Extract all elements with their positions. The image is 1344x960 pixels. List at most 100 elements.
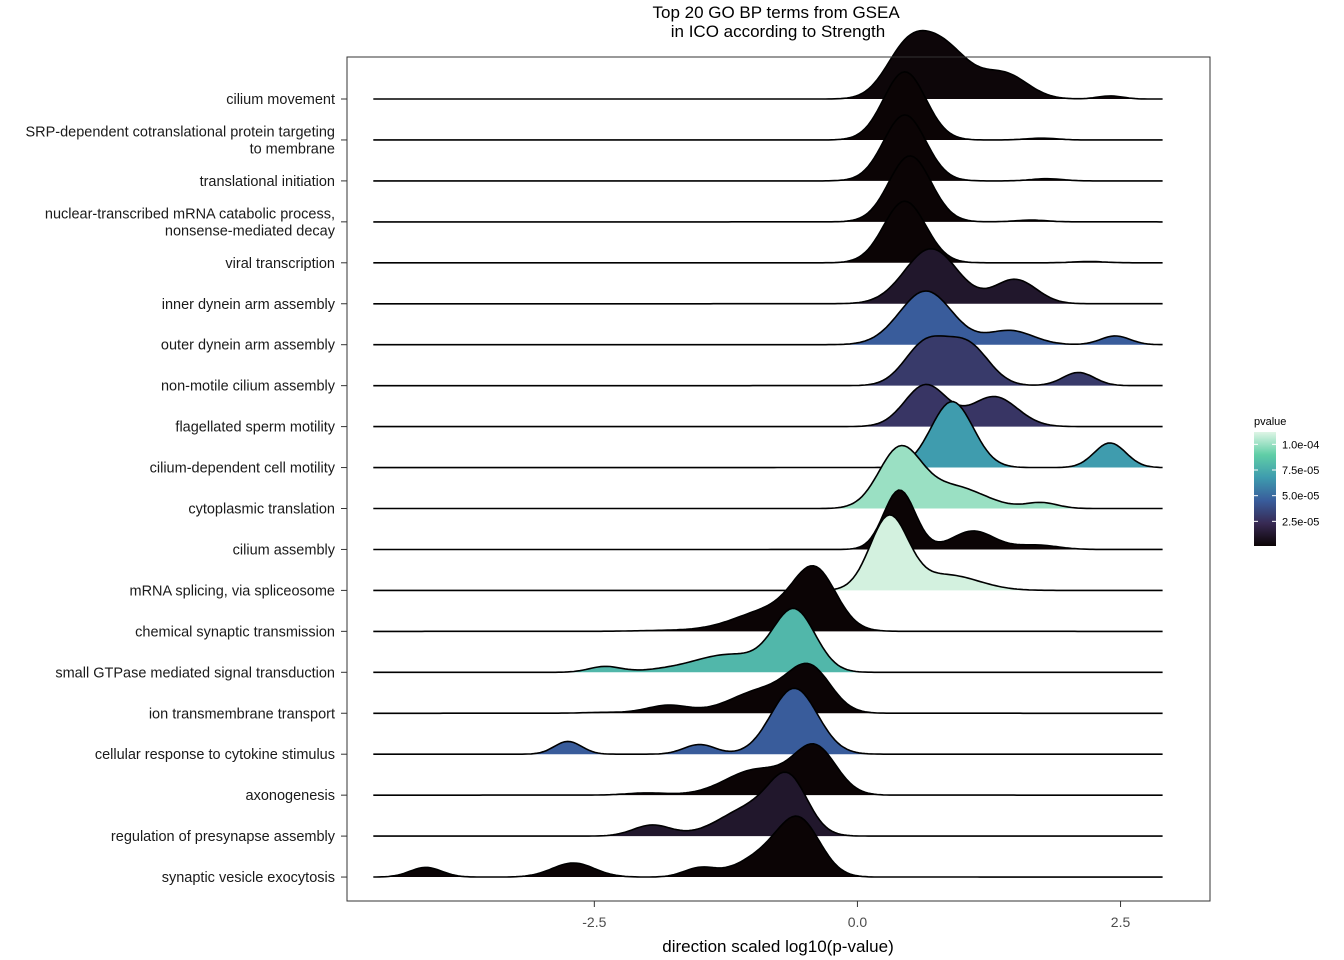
chart-title: Top 20 GO BP terms from GSEA in ICO acco… [652, 3, 903, 41]
ridge-line [373, 489, 1163, 551]
ridge-fill [373, 71, 1163, 140]
y-tick-label-line: regulation of presynapse assembly [111, 829, 336, 845]
y-tick-label: cytoplasmic translation [188, 502, 335, 518]
ridge-10 [373, 444, 1163, 510]
y-tick-label-line: viral transcription [225, 256, 335, 272]
legend-tick-label: 1.0e-04 [1282, 439, 1319, 451]
ridge-fill [373, 335, 1163, 386]
ridge-8 [373, 383, 1163, 428]
ridge-6 [373, 290, 1163, 346]
legend-title: pvalue [1254, 416, 1286, 428]
y-tick-label-line: cilium movement [226, 92, 335, 108]
y-tick-label: SRP-dependent cotranslational protein ta… [25, 124, 335, 157]
y-tick-label: outer dynein arm assembly [161, 338, 336, 354]
y-tick-label-line: axonogenesis [246, 788, 336, 804]
ridge-line [373, 29, 1163, 100]
legend-tick-label: 2.5e-05 [1282, 516, 1319, 528]
y-tick-label-line: inner dynein arm assembly [162, 297, 336, 313]
y-tick-label: translational initiation [200, 174, 335, 190]
ridge-line [373, 70, 1163, 141]
ridge-fill [373, 490, 1163, 550]
ridge-fill [373, 772, 1163, 837]
x-tick-label: 2.5 [1111, 914, 1131, 930]
y-tick-label: small GTPase mediated signal transductio… [55, 665, 335, 681]
y-tick-label-line: non-motile cilium assembly [161, 379, 336, 395]
ridge-fill [373, 688, 1163, 755]
ridge-fill [373, 401, 1163, 468]
ridge-4 [373, 200, 1163, 264]
ridge-line [373, 742, 1163, 796]
ridge-line [373, 687, 1163, 755]
y-tick-label: cilium-dependent cell motility [150, 461, 336, 477]
legend-colorbar [1254, 432, 1276, 546]
y-tick-label: inner dynein arm assembly [162, 297, 336, 313]
legend-tick-label: 7.5e-05 [1282, 465, 1319, 477]
y-tick-label: cilium movement [226, 92, 335, 108]
y-tick-label-line: cilium assembly [233, 543, 336, 559]
ridge-line [373, 607, 1163, 674]
ridge-14 [373, 607, 1163, 674]
y-tick-label: synaptic vesicle exocytosis [162, 870, 335, 886]
ridge-3 [373, 155, 1163, 223]
ridge-7 [373, 335, 1163, 387]
ridge-fill [373, 565, 1163, 632]
ridge-line [373, 247, 1163, 305]
ridge-line [373, 200, 1163, 264]
ridge-11 [373, 489, 1163, 551]
y-tick-label: flagellated sperm motility [175, 420, 335, 436]
y-tick-label-line: outer dynein arm assembly [161, 338, 336, 354]
ridge-line [373, 400, 1163, 469]
y-tick-label-line: mRNA splicing, via spliceosome [130, 583, 336, 599]
ridge-fill [373, 248, 1163, 304]
y-tick-label-line: translational initiation [200, 174, 335, 190]
ridge-line [373, 290, 1163, 346]
chart-title-line-1: Top 20 GO BP terms from GSEA [652, 3, 900, 22]
ridge-17 [373, 742, 1163, 796]
ridge-fill [373, 291, 1163, 345]
y-tick-label-line: synaptic vesicle exocytosis [162, 870, 335, 886]
ridge-fill [373, 114, 1163, 181]
y-tick-label-line: SRP-dependent cotranslational protein ta… [25, 124, 335, 140]
y-tick-label: cellular response to cytokine stimulus [95, 747, 335, 763]
y-tick-label-line: cilium-dependent cell motility [150, 461, 336, 477]
ridge-16 [373, 687, 1163, 755]
ridge-15 [373, 662, 1163, 715]
ridge-line [373, 771, 1163, 837]
ridge-fill [373, 816, 1163, 878]
y-tick-label-line: nuclear-transcribed mRNA catabolic proce… [45, 206, 335, 222]
ridge-fill [373, 30, 1163, 100]
color-legend: pvalue 2.5e-05 5.0e-05 7.5e-05 1.0e-04 [1254, 416, 1319, 546]
y-tick-label: nuclear-transcribed mRNA catabolic proce… [45, 206, 336, 239]
ridge-0 [373, 29, 1163, 100]
ridge-fill [373, 514, 1163, 591]
ridge-line [373, 564, 1163, 633]
ridge-line [373, 383, 1163, 428]
y-tick-label: ion transmembrane transport [149, 706, 335, 722]
y-axis-labels: cilium movement SRP-dependent cotranslati… [25, 92, 347, 886]
x-tick-label: -2.5 [582, 914, 606, 930]
y-tick-label: mRNA splicing, via spliceosome [130, 583, 336, 599]
y-tick-label-line: cytoplasmic translation [188, 502, 335, 518]
legend-ticks: 2.5e-05 5.0e-05 7.5e-05 1.0e-04 [1254, 439, 1319, 528]
ridge-19 [373, 815, 1163, 878]
ridge-fill [373, 445, 1163, 509]
ridge-fill [373, 743, 1163, 796]
ridge-line [373, 444, 1163, 510]
ridge-fill [373, 663, 1163, 714]
y-tick-label-line: nonsense-mediated decay [165, 223, 336, 239]
y-tick-label: regulation of presynapse assembly [111, 829, 336, 845]
chart-title-line-2: in ICO according to Strength [671, 22, 886, 41]
ridge-line [373, 815, 1163, 878]
y-tick-label: cilium assembly [233, 543, 336, 559]
ridge-fill [373, 201, 1163, 263]
ridges-layer [373, 29, 1163, 878]
ridge-line [373, 335, 1163, 387]
y-tick-label-line: ion transmembrane transport [149, 706, 335, 722]
y-tick-label: axonogenesis [246, 788, 336, 804]
ridge-fill [373, 608, 1163, 673]
ridge-5 [373, 247, 1163, 305]
ridge-fill [373, 155, 1163, 222]
ridge-9 [373, 400, 1163, 469]
y-tick-label: viral transcription [225, 256, 335, 272]
